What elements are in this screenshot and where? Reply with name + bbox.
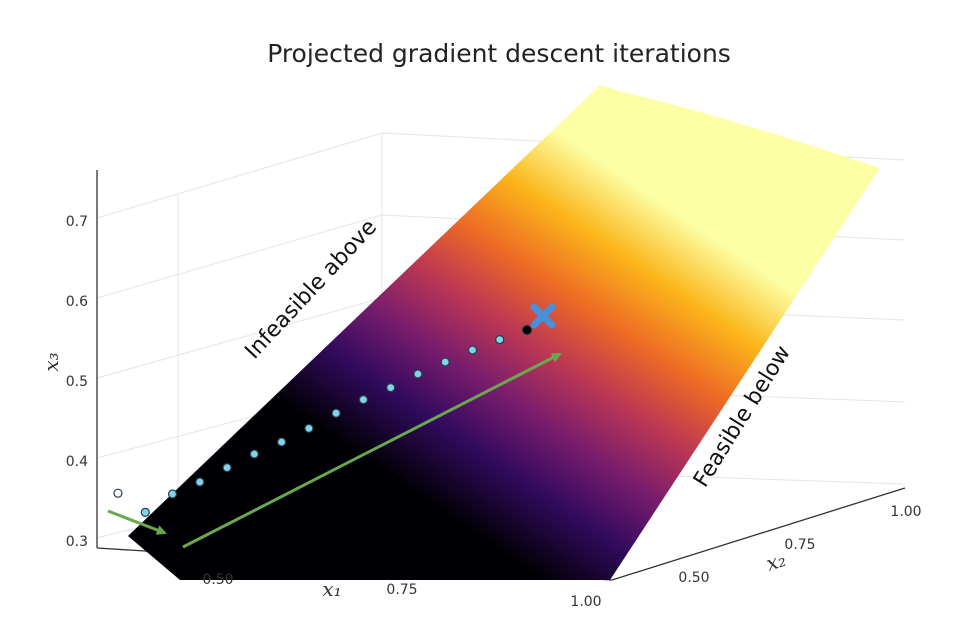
x2-tick-label: 1.00 (890, 504, 921, 520)
iterate-point (358, 395, 368, 405)
x3-ticks: 0.3 0.4 0.5 0.6 0.7 (66, 214, 88, 550)
iterate-point (140, 507, 150, 518)
x3-tick-label: 0.5 (66, 374, 88, 390)
constraint-surface (128, 85, 880, 580)
x1-tick-label: 1.00 (570, 594, 601, 610)
iterate-point (331, 408, 341, 418)
chart-title: Projected gradient descent iterations (267, 39, 731, 68)
x2-tick-label: 0.75 (784, 537, 815, 553)
final-iterate-point (521, 324, 533, 336)
iterate-point (195, 477, 205, 487)
iterate-point (495, 335, 505, 345)
x3-tick-label: 0.3 (66, 534, 88, 550)
iterate-point (440, 357, 450, 367)
x1-tick-label: 0.75 (386, 582, 417, 598)
iterate-point (249, 449, 259, 459)
optimum-marker (530, 303, 556, 329)
direction-arrow (182, 352, 562, 549)
x2-ticks: 0.50 0.75 1.00 (678, 504, 921, 586)
start-arrow (107, 509, 167, 535)
iterate-point (386, 383, 396, 393)
iterate-point (413, 369, 423, 379)
x3-axis-label: x₃ (39, 352, 63, 371)
iterate-series (113, 324, 533, 518)
x3-tick-label: 0.7 (66, 214, 88, 230)
iterate-point (277, 437, 287, 447)
x3-tick-label: 0.4 (66, 454, 88, 470)
x3-tick-label: 0.6 (66, 294, 88, 310)
iterate-point (167, 489, 178, 499)
x2-tick-label: 0.50 (678, 570, 709, 586)
x1-tick-label: 0.50 (202, 572, 233, 588)
iterate-point (467, 345, 478, 355)
iterate-point (304, 423, 314, 433)
start-point (113, 488, 123, 498)
x1-ticks: 0.50 0.75 1.00 (202, 572, 601, 610)
iterate-point (222, 463, 232, 473)
x1-axis-label: x₁ (322, 577, 341, 601)
